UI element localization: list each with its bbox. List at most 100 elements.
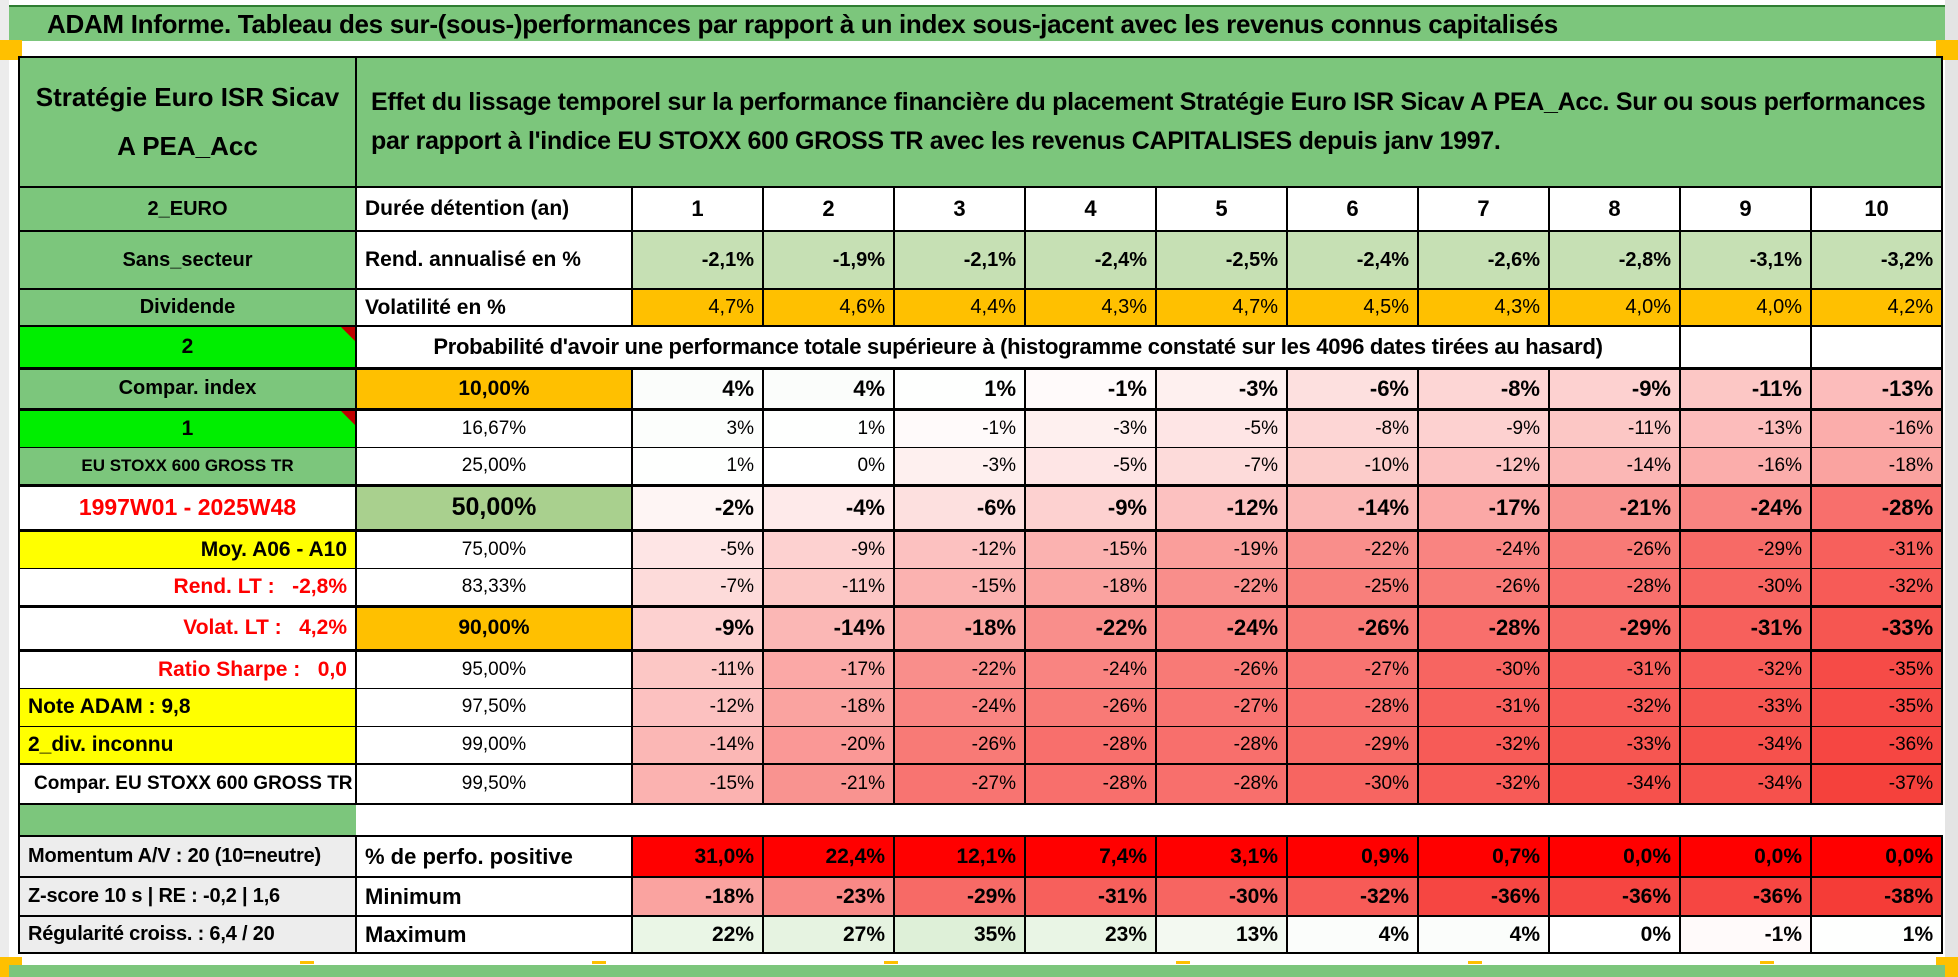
value-cell[interactable]: 4,5% [1286,288,1419,327]
value-cell[interactable]: -17% [1417,483,1550,532]
value-cell[interactable]: -2,1% [631,230,764,290]
value-cell[interactable]: -31% [1417,687,1550,727]
value-cell[interactable]: -9% [1548,366,1681,411]
value-cell[interactable]: -14% [762,604,895,652]
value-cell[interactable]: -29% [1548,604,1681,652]
empty-cell[interactable] [1679,325,1812,369]
value-cell[interactable]: -16% [1809,408,1944,448]
value-cell[interactable]: 0,0% [1679,835,1812,878]
value-cell[interactable]: -11% [631,649,764,689]
value-cell[interactable]: 4,7% [631,288,764,327]
value-cell[interactable]: 27% [762,915,895,954]
value-cell[interactable]: -9% [631,604,764,652]
value-cell[interactable]: -32% [1286,876,1419,917]
metric-label[interactable]: Rend. annualisé en % [355,230,633,290]
value-cell[interactable]: -14% [1286,483,1419,532]
value-cell[interactable]: -36% [1679,876,1812,917]
value-cell[interactable]: -12% [631,687,764,727]
threshold-cell[interactable]: 25,00% [355,446,633,486]
value-cell[interactable]: -26% [1417,567,1550,607]
value-cell[interactable]: -16% [1679,446,1812,486]
value-cell[interactable]: -1,9% [762,230,895,290]
value-cell[interactable]: -26% [1024,687,1157,727]
value-cell[interactable]: -2,1% [893,230,1026,290]
value-cell[interactable]: -3% [893,446,1026,486]
row-label[interactable]: 1 [18,408,357,448]
row-label[interactable]: Z-score 10 s | RE : -0,2 | 1,6 [18,876,357,917]
value-cell[interactable]: 0,9% [1286,835,1419,878]
metric-label[interactable]: Durée détention (an) [355,186,633,232]
value-cell[interactable]: -18% [1024,567,1157,607]
value-cell[interactable]: -22% [1286,529,1419,569]
value-cell[interactable]: 1% [762,408,895,448]
value-cell[interactable]: 0% [762,446,895,486]
value-cell[interactable]: -11% [762,567,895,607]
value-cell[interactable]: -2,5% [1155,230,1288,290]
metric-label[interactable]: Maximum [355,915,633,954]
value-cell[interactable]: -33% [1679,687,1812,727]
value-cell[interactable]: -9% [762,529,895,569]
value-cell[interactable]: -18% [762,687,895,727]
value-cell[interactable]: -36% [1417,876,1550,917]
value-cell[interactable]: 1% [631,446,764,486]
metric-label[interactable]: % de perfo. positive [355,835,633,878]
value-cell[interactable]: 0,7% [1417,835,1550,878]
value-cell[interactable]: -13% [1809,366,1944,411]
value-cell[interactable]: -7% [1155,446,1288,486]
value-cell[interactable]: -11% [1548,408,1681,448]
value-cell[interactable]: -3,2% [1809,230,1944,290]
value-cell[interactable]: -4% [762,483,895,532]
value-cell[interactable]: -2,4% [1024,230,1157,290]
row-label[interactable]: 2_EURO [18,186,357,232]
value-cell[interactable]: -27% [893,763,1026,805]
threshold-cell[interactable]: 95,00% [355,649,633,689]
value-cell[interactable]: -28% [1417,604,1550,652]
threshold-cell[interactable]: 75,00% [355,529,633,569]
value-cell[interactable]: 4% [631,366,764,411]
value-cell[interactable]: -28% [1155,725,1288,765]
value-cell[interactable]: 4,7% [1155,288,1288,327]
value-cell[interactable]: -29% [1286,725,1419,765]
value-cell[interactable]: -17% [762,649,895,689]
value-cell[interactable]: -28% [1286,687,1419,727]
probability-banner-text[interactable]: Probabilité d'avoir une performance tota… [355,325,1681,369]
value-cell[interactable]: -3,1% [1679,230,1812,290]
value-cell[interactable]: -33% [1809,604,1944,652]
value-cell[interactable]: -15% [631,763,764,805]
value-cell[interactable]: -13% [1679,408,1812,448]
value-cell[interactable]: -2,4% [1286,230,1419,290]
duration-header-cell[interactable]: 6 [1286,186,1419,232]
value-cell[interactable]: -18% [893,604,1026,652]
value-cell[interactable]: -35% [1809,649,1944,689]
value-cell[interactable]: -24% [1679,483,1812,532]
value-cell[interactable]: -24% [893,687,1026,727]
duration-header-cell[interactable]: 5 [1155,186,1288,232]
value-cell[interactable]: 1% [893,366,1026,411]
value-cell[interactable]: 4,3% [1417,288,1550,327]
value-cell[interactable]: -23% [762,876,895,917]
value-cell[interactable]: -22% [1155,567,1288,607]
value-cell[interactable]: 3% [631,408,764,448]
row-label[interactable]: Ratio Sharpe : 0,0 [18,649,357,689]
row-label[interactable]: Moy. A06 - A10 [18,529,357,569]
value-cell[interactable]: -2% [631,483,764,532]
value-cell[interactable]: -8% [1417,366,1550,411]
value-cell[interactable]: -3% [1155,366,1288,411]
value-cell[interactable]: -20% [762,725,895,765]
value-cell[interactable]: -1% [893,408,1026,448]
threshold-cell[interactable]: 99,50% [355,763,633,805]
value-cell[interactable]: -30% [1417,649,1550,689]
value-cell[interactable]: -14% [1548,446,1681,486]
value-cell[interactable]: 23% [1024,915,1157,954]
value-cell[interactable]: 1% [1809,915,1944,954]
metric-label[interactable]: Minimum [355,876,633,917]
row-label[interactable]: Rend. LT : -2,8% [18,567,357,607]
duration-header-cell[interactable]: 9 [1679,186,1812,232]
value-cell[interactable]: -32% [1417,725,1550,765]
value-cell[interactable]: -31% [1024,876,1157,917]
row-label[interactable]: Volat. LT : 4,2% [18,604,357,652]
value-cell[interactable]: -21% [1548,483,1681,532]
value-cell[interactable]: -2,6% [1417,230,1550,290]
value-cell[interactable]: -3% [1024,408,1157,448]
value-cell[interactable]: -28% [1024,725,1157,765]
